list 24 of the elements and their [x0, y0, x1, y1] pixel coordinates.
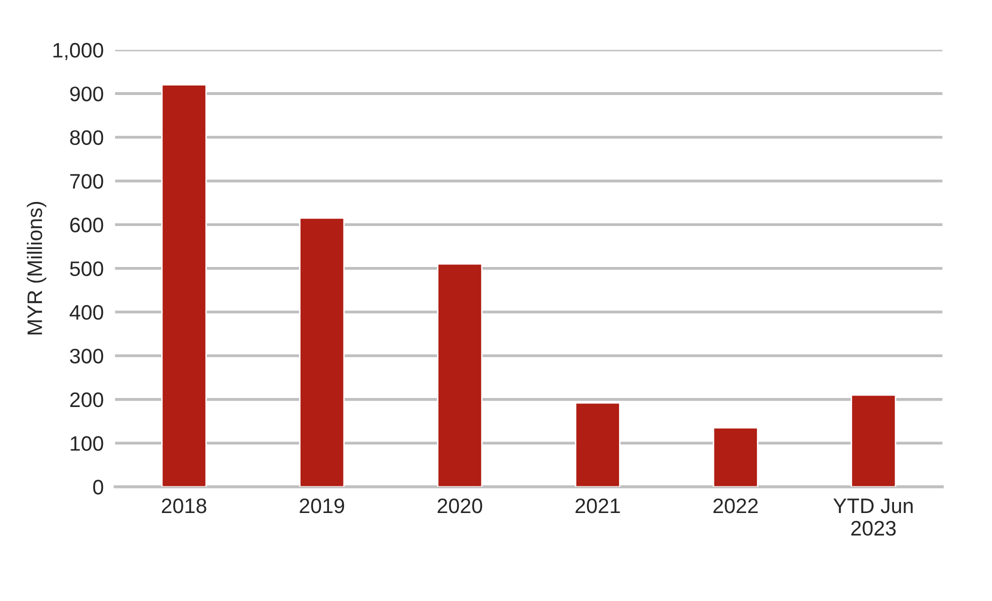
- bar: [712, 427, 758, 487]
- x-tick-label: 2022: [713, 498, 758, 514]
- x-tick-label: 2021: [576, 498, 620, 514]
- y-axis-title: MYR (Millions): [26, 202, 46, 334]
- y-tick-label: 600: [70, 218, 104, 232]
- bar: [437, 263, 483, 487]
- bar: [574, 402, 620, 487]
- y-tick-label: 800: [70, 130, 104, 146]
- bar: [850, 394, 896, 487]
- x-tick-label: 2018: [162, 498, 206, 514]
- y-tick-label: 400: [70, 305, 104, 320]
- y-tick-label: 0: [93, 480, 104, 495]
- x-tick-label: 2019: [300, 498, 344, 514]
- y-tick-label: 700: [70, 174, 104, 189]
- y-tick-label: 500: [70, 261, 104, 276]
- y-tick-label: 100: [70, 436, 104, 451]
- y-tick-label: 300: [70, 348, 104, 364]
- x-tick-label: YTD Jun 2023: [833, 498, 913, 536]
- bar: [299, 217, 345, 487]
- x-tick-label: 2020: [438, 498, 482, 514]
- y-tick-label: 1,000: [53, 42, 104, 60]
- bar: [161, 84, 207, 487]
- y-tick-label: 200: [70, 392, 104, 408]
- y-tick-label: 900: [70, 86, 104, 102]
